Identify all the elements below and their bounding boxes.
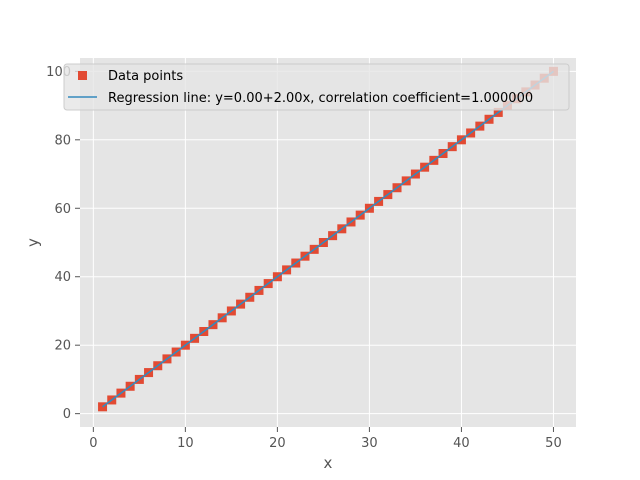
x-axis-ticks: 0 10 20 30 40 50: [89, 427, 562, 451]
x-tick-label: 10: [177, 436, 194, 451]
legend-entry-data-points: Data points: [108, 69, 183, 84]
y-tick-label: 20: [54, 339, 71, 354]
grid-lines: [80, 58, 576, 427]
y-tick-label: 80: [54, 133, 71, 148]
legend-box: [63, 63, 570, 111]
x-tick-label: 20: [269, 436, 286, 451]
x-tick-label: 40: [453, 436, 470, 451]
regression-line: [102, 70, 554, 408]
x-tick-label: 50: [545, 436, 562, 451]
x-tick-label: 0: [89, 436, 97, 451]
x-axis-label: x: [324, 454, 333, 472]
y-tick-label: 60: [54, 202, 71, 217]
legend: Data points Regression line: y=0.00+2.00…: [63, 63, 570, 111]
y-tick-label: 0: [63, 407, 71, 422]
legend-entry-regression-line: Regression line: y=0.00+2.00x, correlati…: [108, 91, 533, 106]
y-axis-label: y: [24, 238, 42, 247]
y-tick-label: 40: [54, 270, 71, 285]
legend-marker-square-icon: [78, 71, 87, 80]
x-tick-label: 30: [361, 436, 378, 451]
